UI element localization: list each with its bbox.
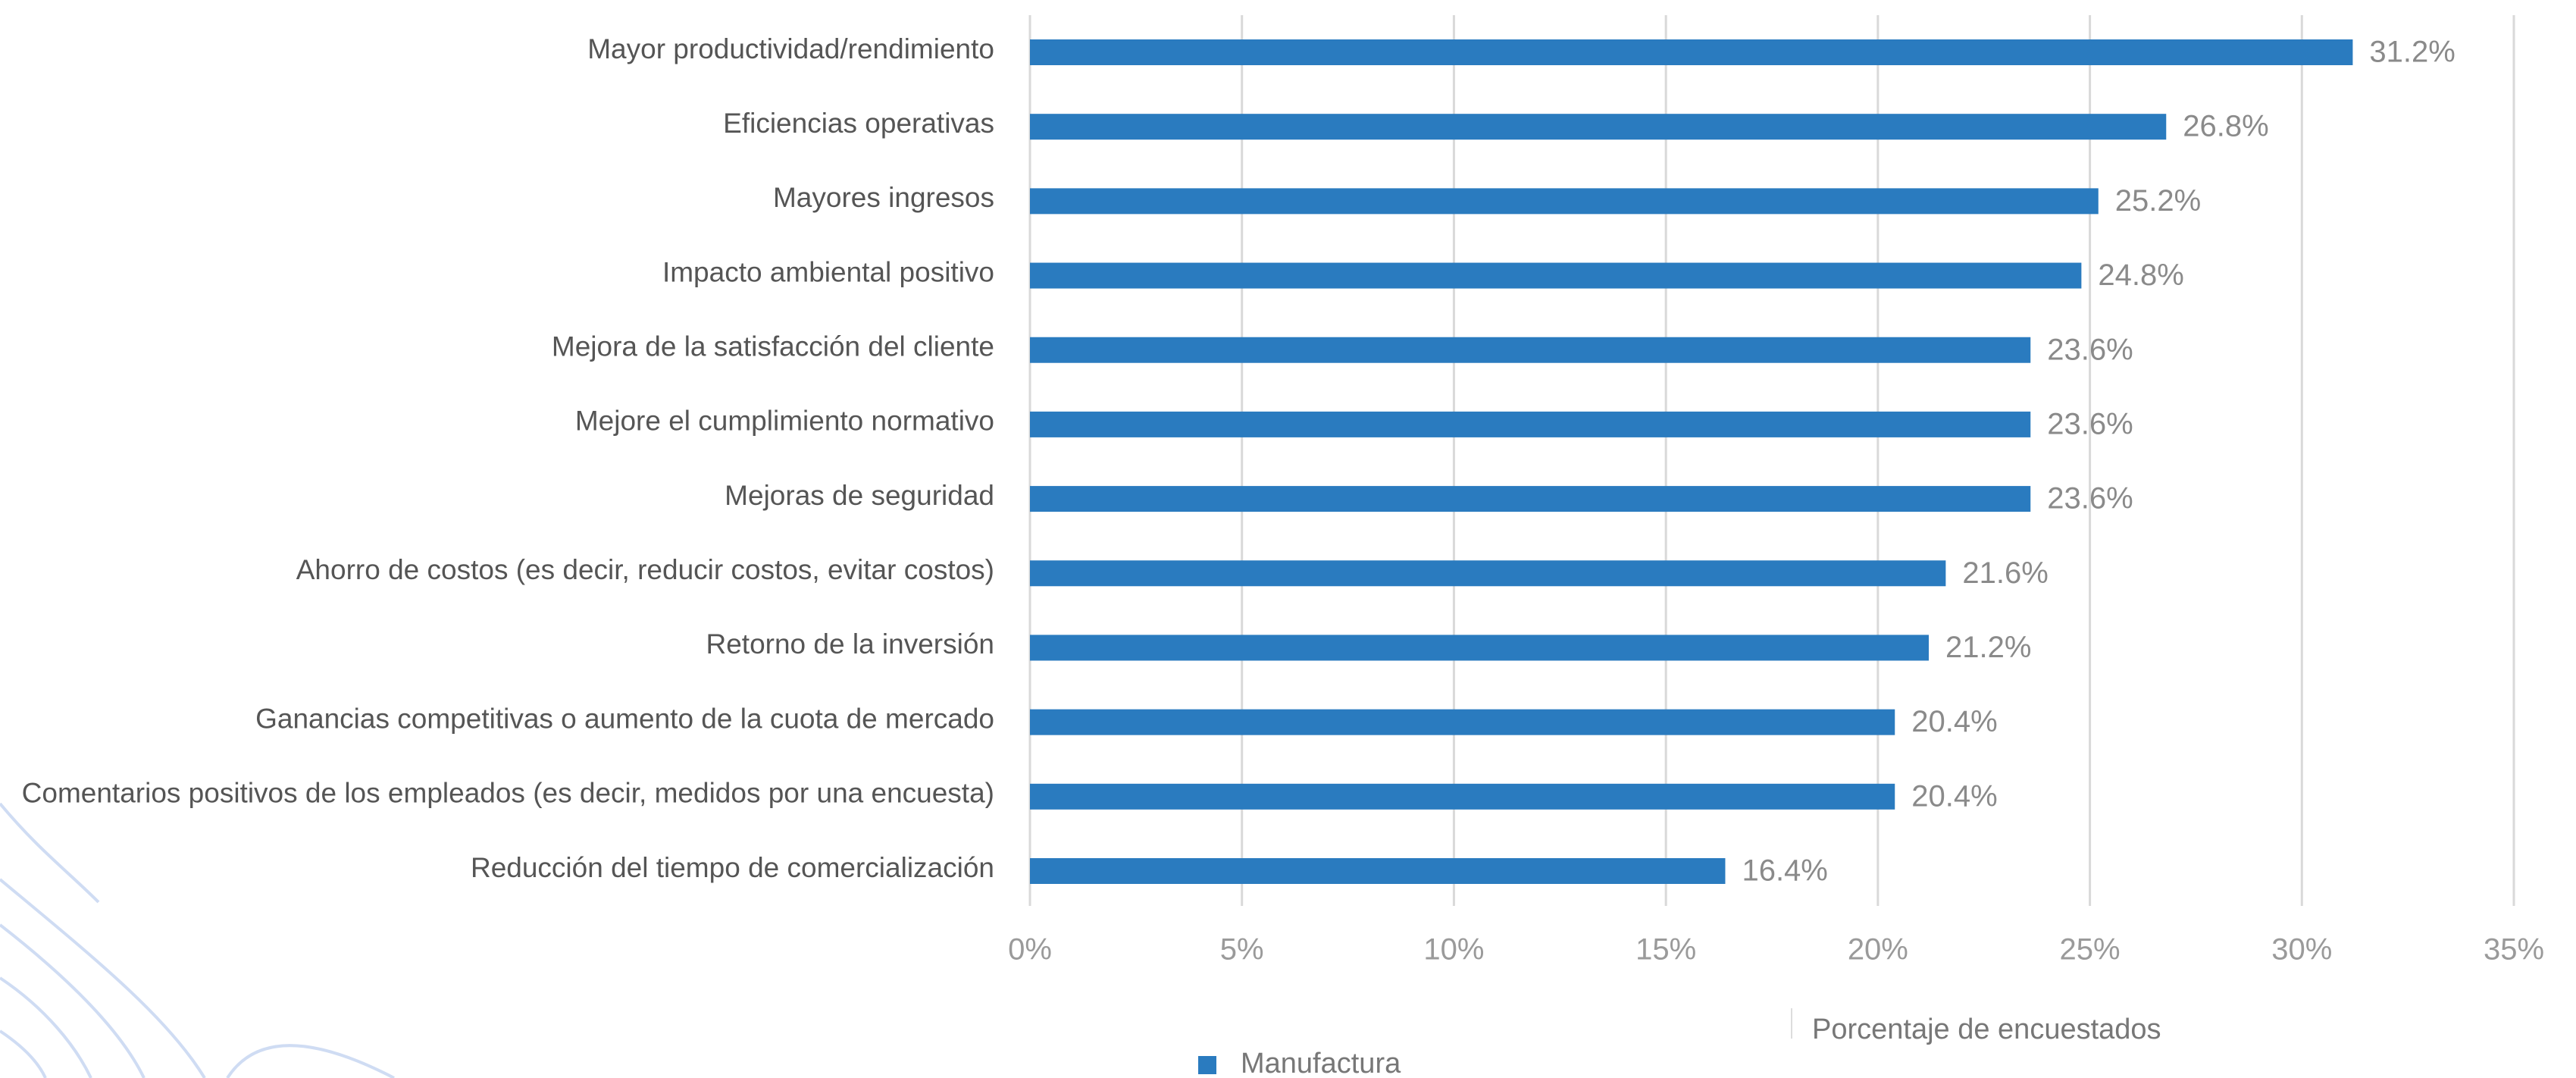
value-label: 20.4% <box>1911 705 1997 738</box>
bar <box>1030 114 2167 140</box>
value-label: 20.4% <box>1911 779 1997 813</box>
decoration <box>0 802 395 1078</box>
bar <box>1030 783 1895 810</box>
x-tick-label: 25% <box>2060 933 2121 967</box>
y-tick-label: Mejore el cumplimiento normativo <box>575 406 994 437</box>
value-label: 23.6% <box>2047 407 2133 440</box>
value-label: 31.2% <box>2369 36 2455 69</box>
value-label: 21.2% <box>1945 631 2031 664</box>
value-label: 23.6% <box>2047 482 2133 515</box>
bar <box>1030 635 1929 661</box>
bar <box>1030 709 1895 735</box>
bar <box>1030 486 2031 512</box>
y-tick-label: Reducción del tiempo de comercialización <box>471 852 994 883</box>
bar <box>1030 560 1946 587</box>
x-tick-label: 5% <box>1220 933 1264 967</box>
x-tick-label: 0% <box>1008 933 1052 967</box>
y-tick-label: Ganancias competitivas o aumento de la c… <box>255 703 994 734</box>
y-tick-label: Mejoras de seguridad <box>725 480 994 511</box>
y-tick-label: Mayor productividad/rendimiento <box>587 33 994 64</box>
legend-label: Manufactura <box>1241 1048 1401 1078</box>
bar <box>1030 411 2031 437</box>
bar <box>1030 858 1726 884</box>
value-label: 24.8% <box>2098 259 2183 292</box>
value-label: 26.8% <box>2183 110 2268 143</box>
legend-marker <box>1198 1056 1216 1074</box>
y-tick-label: Ahorro de costos (es decir, reducir cost… <box>296 554 994 585</box>
bar <box>1030 262 2082 289</box>
value-label: 25.2% <box>2115 184 2201 218</box>
y-tick-label: Retorno de la inversión <box>706 628 995 660</box>
x-tick-label: 20% <box>1848 933 1908 967</box>
x-tick-label: 35% <box>2484 933 2544 967</box>
value-label: 23.6% <box>2047 333 2133 366</box>
x-tick-label: 10% <box>1423 933 1484 967</box>
bar <box>1030 39 2353 65</box>
y-tick-label: Mayores ingresos <box>773 182 994 213</box>
value-label: 21.6% <box>1962 556 2048 590</box>
y-tick-label: Comentarios positivos de los empleados (… <box>22 778 994 809</box>
x-tick-label: 15% <box>1635 933 1696 967</box>
bar <box>1030 337 2031 363</box>
y-tick-label: Eficiencias operativas <box>723 108 994 139</box>
value-label: 16.4% <box>1742 854 1827 888</box>
x-tick-label: 30% <box>2271 933 2332 967</box>
y-tick-label: Mejora de la satisfacción del cliente <box>552 331 994 362</box>
bar <box>1030 188 2099 215</box>
y-tick-label: Impacto ambiental positivo <box>662 256 994 287</box>
x-axis-label: Porcentaje de encuestados <box>1812 1014 2161 1045</box>
